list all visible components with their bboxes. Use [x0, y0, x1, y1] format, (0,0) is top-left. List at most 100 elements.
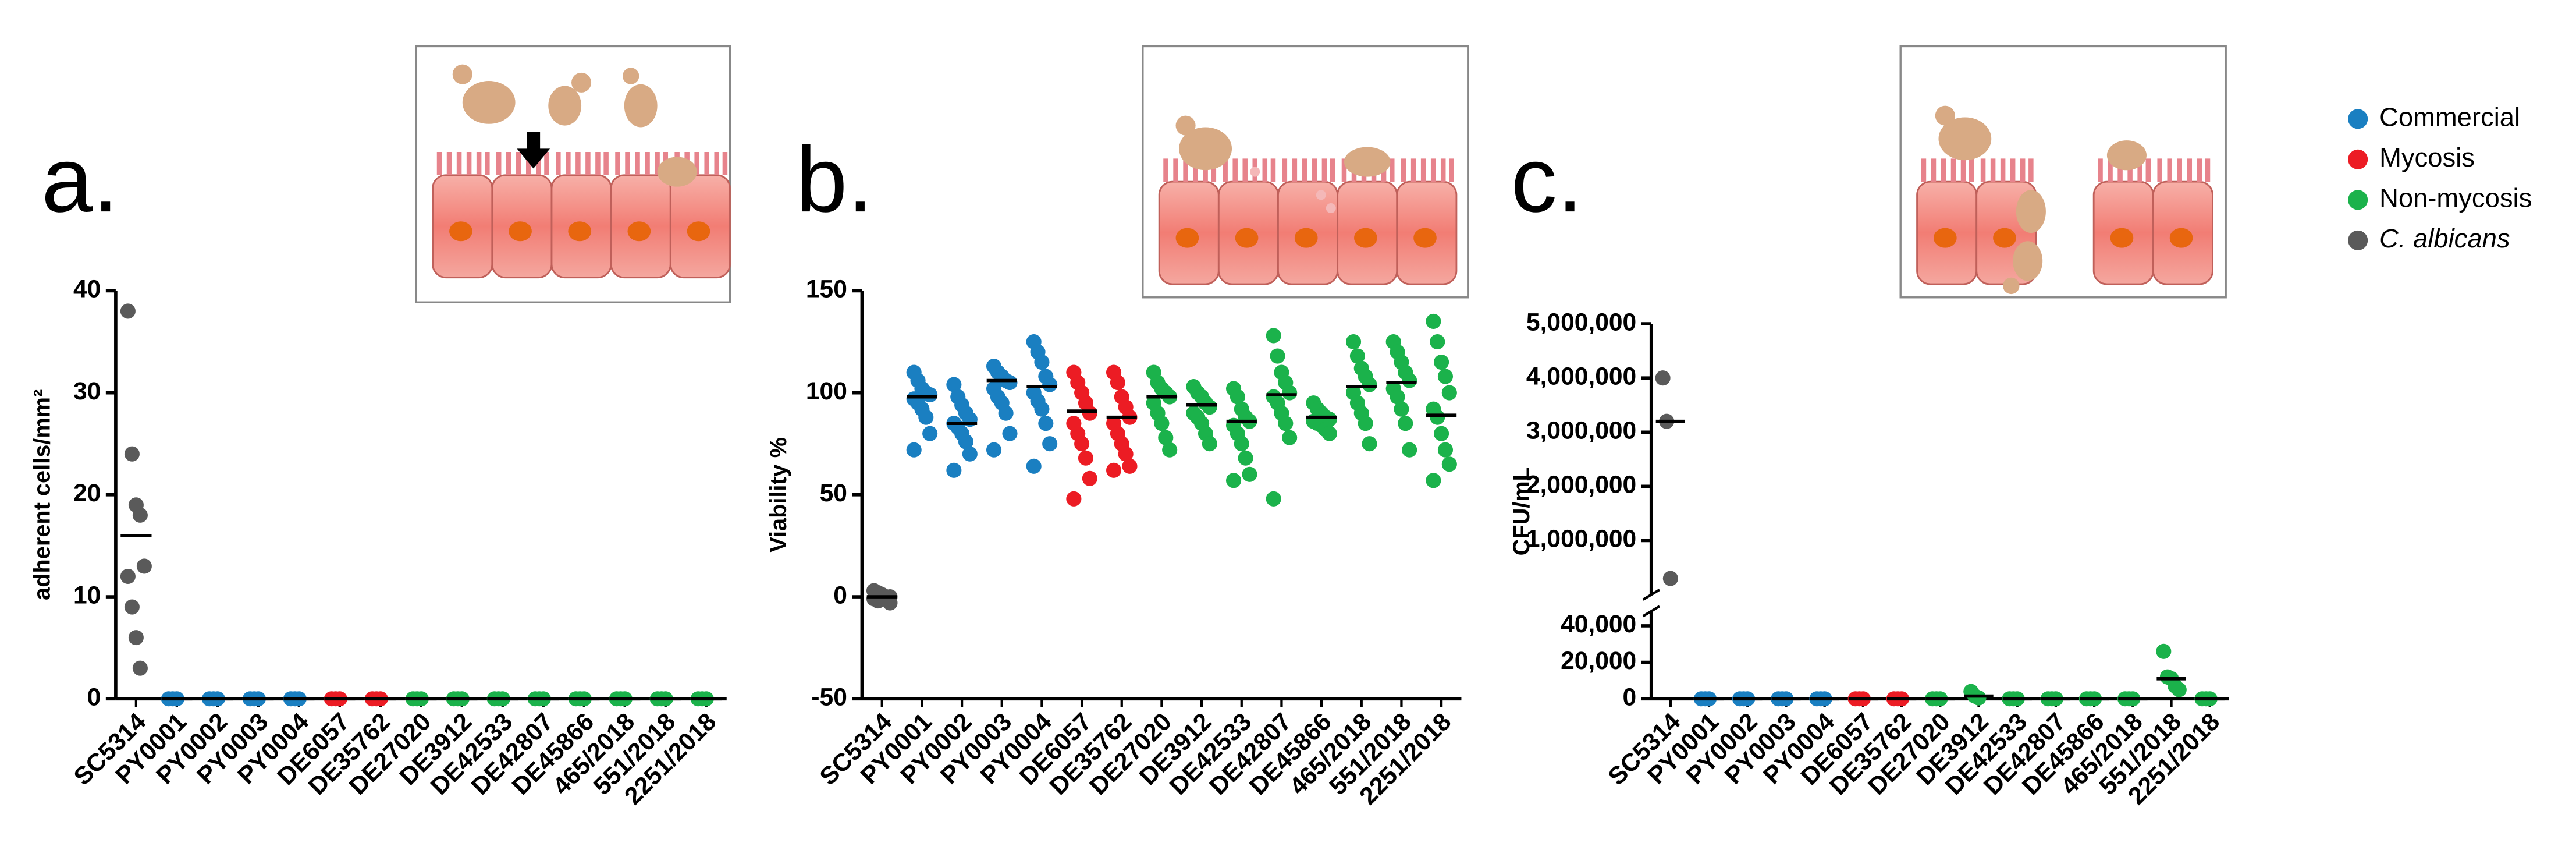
- y-tick-label: 150: [806, 275, 847, 303]
- legend-label: Commercial: [2379, 102, 2520, 132]
- data-point: [1082, 405, 1097, 421]
- y-tick-label: 30: [73, 377, 101, 405]
- y-axis-label: adherent cells/mm²: [29, 389, 55, 600]
- data-point: [1321, 426, 1337, 441]
- data-point: [1430, 334, 1445, 350]
- data-point: [136, 558, 152, 574]
- y-tick-label: 50: [820, 479, 847, 507]
- data-point: [1162, 442, 1178, 458]
- data-point: [986, 442, 1002, 458]
- y-tick-label: 20: [73, 479, 101, 507]
- data-point: [124, 446, 140, 462]
- legend: Commercial Mycosis Non-mycosis C. albicans: [2348, 102, 2532, 253]
- y-tick-label: 3,000,000: [1526, 417, 1636, 445]
- data-point: [1034, 401, 1050, 417]
- data-point: [1971, 690, 1987, 706]
- data-point: [1426, 473, 1441, 488]
- data-point: [1362, 377, 1377, 392]
- y-tick-label: 100: [806, 377, 847, 405]
- data-point: [1122, 458, 1138, 474]
- data-point: [1402, 373, 1417, 388]
- data-point: [128, 630, 144, 646]
- data-point: [1362, 436, 1377, 452]
- legend-label: Non-mycosis: [2379, 183, 2532, 213]
- data-point: [922, 387, 938, 403]
- data-point: [1266, 328, 1281, 344]
- axis-break: [1642, 589, 1661, 601]
- data-point: [1154, 416, 1170, 431]
- data-point: [1038, 416, 1054, 431]
- axis-break: [1642, 605, 1661, 618]
- data-point: [946, 377, 962, 392]
- data-point: [132, 660, 148, 676]
- data-point: [1278, 416, 1294, 431]
- data-point: [962, 446, 978, 462]
- data-point: [1270, 348, 1285, 364]
- data-point: [1230, 389, 1245, 405]
- data-point: [1078, 450, 1094, 466]
- inset-a: [415, 45, 730, 303]
- y-tick-label: 40,000: [1561, 610, 1636, 638]
- y-tick-label: 0: [1623, 684, 1637, 711]
- y-tick-label: 4,000,000: [1526, 362, 1636, 390]
- y-tick-label: 0: [87, 684, 101, 711]
- data-point: [1066, 491, 1082, 507]
- data-point: [1242, 466, 1257, 482]
- legend-label: C. albicans: [2379, 224, 2510, 253]
- y-tick-label: 40: [73, 275, 101, 303]
- y-axis-label: CFU/mL: [1509, 467, 1534, 555]
- inset-b: [1142, 45, 1469, 299]
- data-point: [1434, 354, 1449, 370]
- data-point: [1158, 430, 1174, 445]
- data-point: [1441, 385, 1457, 401]
- data-point: [946, 462, 962, 478]
- data-point: [1266, 491, 1281, 507]
- y-tick-label: 2,000,000: [1526, 471, 1636, 499]
- data-point: [1394, 401, 1409, 417]
- data-point: [2156, 643, 2172, 659]
- data-point: [922, 426, 938, 441]
- data-point: [124, 599, 140, 615]
- data-point: [1110, 375, 1125, 391]
- data-point: [1437, 369, 1454, 384]
- y-tick-label: 1,000,000: [1526, 525, 1636, 553]
- data-point: [1002, 426, 1018, 441]
- y-tick-label: 5,000,000: [1526, 308, 1636, 336]
- data-point: [120, 568, 136, 585]
- data-point: [1202, 436, 1217, 452]
- data-point: [1398, 416, 1413, 431]
- panel-label: c.: [1511, 128, 1583, 231]
- data-point: [1042, 436, 1058, 452]
- data-point: [1441, 456, 1457, 472]
- panel-label: a.: [41, 128, 119, 231]
- data-point: [1426, 313, 1441, 330]
- data-point: [1002, 375, 1018, 391]
- data-point: [1034, 354, 1050, 370]
- data-point: [1282, 430, 1298, 445]
- data-point: [1655, 370, 1671, 386]
- y-tick-label: 10: [73, 581, 101, 609]
- data-point: [998, 405, 1014, 421]
- data-point: [1349, 348, 1365, 364]
- data-point: [1402, 442, 1417, 458]
- y-axis-label: Viability %: [766, 437, 791, 553]
- data-point: [120, 303, 136, 319]
- data-point: [1106, 462, 1122, 478]
- data-point: [1042, 377, 1058, 392]
- data-point: [1202, 399, 1217, 415]
- data-point: [958, 434, 974, 449]
- y-tick-label: -50: [811, 684, 847, 711]
- data-point: [1434, 426, 1449, 441]
- data-point: [906, 442, 922, 458]
- data-point: [1358, 416, 1373, 431]
- data-point: [1662, 571, 1678, 586]
- inset-c: [1899, 45, 2227, 299]
- data-point: [1082, 470, 1097, 486]
- legend-swatch: [2348, 190, 2368, 210]
- data-point: [1430, 409, 1445, 425]
- data-point: [1225, 473, 1242, 488]
- data-point: [1074, 436, 1090, 452]
- data-point: [2171, 682, 2187, 697]
- data-point: [132, 507, 148, 523]
